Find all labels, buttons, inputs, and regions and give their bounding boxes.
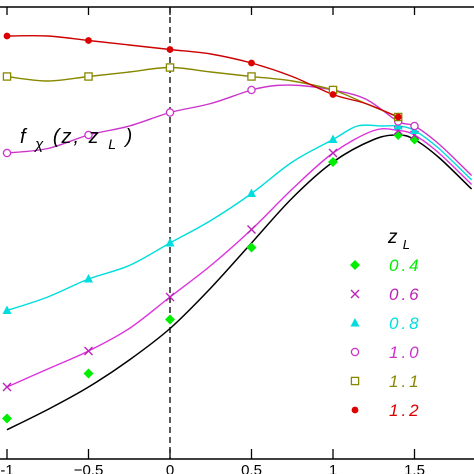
data-point-1-2 — [3, 32, 11, 40]
annotation-f: f — [20, 126, 28, 148]
x-tick-label: -1 — [0, 462, 13, 474]
curves — [6, 34, 473, 431]
annotation-args-close: ) — [124, 126, 135, 148]
annotation-sub: χ — [33, 136, 45, 153]
data-point-1-1 — [2, 72, 12, 81]
data-point-0-4 — [246, 242, 257, 253]
legend-marker-1-0 — [350, 347, 360, 357]
function-annotation: f χ (z, z L ) — [20, 126, 134, 154]
curve-series-1-2 — [6, 34, 399, 118]
data-point-0-8 — [165, 238, 175, 247]
legend-label-1-0: 1.0 — [389, 343, 422, 362]
data-point-0-4 — [2, 413, 12, 424]
x-tick-label: 0 — [166, 462, 174, 474]
data-point-1-1 — [165, 63, 175, 72]
data-point-0-4 — [165, 314, 175, 325]
legend-marker-0-6 — [350, 289, 360, 299]
data-point-1-0 — [410, 121, 419, 131]
legend-title-sub: L — [403, 237, 410, 252]
data-point-1-1 — [247, 72, 256, 81]
curve-series-1-0 — [6, 84, 473, 177]
data-point-0-8 — [247, 188, 256, 197]
data-point-0-4 — [83, 368, 94, 379]
legend-marker-1-1 — [350, 376, 360, 386]
data-point-1-0 — [84, 130, 93, 140]
data-point-1-0 — [247, 85, 256, 95]
data-point-0-6 — [84, 346, 93, 356]
data-point-0-4 — [328, 157, 338, 167]
legend-label-0-4: 0.4 — [389, 256, 422, 275]
legend: 0.4 0.6 0.8 1.0 1.1 1.2 — [350, 256, 422, 420]
data-point-1-2 — [394, 113, 402, 121]
legend-marker-0-8 — [350, 318, 360, 327]
data-point-1-2 — [248, 59, 255, 67]
annotation-args-open: (z, z — [53, 126, 101, 148]
data-point-1-2 — [329, 91, 337, 98]
x-ticks: -1 −0.5 0 0.5 1 1.5 — [0, 7, 425, 474]
legend-marker-1-2 — [351, 406, 359, 414]
data-point-1-0 — [2, 148, 12, 158]
data-point-1-0 — [165, 108, 175, 117]
legend-label-1-2: 1.2 — [389, 401, 422, 420]
data-point-0-6 — [328, 148, 338, 158]
legend-label-0-8: 0.8 — [389, 314, 422, 333]
legend-title: z L — [387, 227, 410, 252]
data-point-0-8 — [2, 305, 12, 314]
curve-series-0-8 — [6, 124, 473, 312]
legend-label-1-1: 1.1 — [389, 372, 422, 391]
x-tick-label: 0.5 — [241, 462, 262, 474]
legend-label-0-6: 0.6 — [389, 285, 422, 304]
legend-title-main: z — [387, 227, 398, 248]
legend-marker-0-4 — [350, 260, 360, 270]
x-tick-label: 1 — [329, 462, 337, 474]
data-point-0-4 — [409, 134, 420, 145]
x-tick-label: −0.5 — [74, 462, 104, 474]
data-markers — [2, 32, 420, 424]
data-point-0-8 — [328, 134, 338, 143]
x-tick-label: 1.5 — [404, 462, 425, 474]
data-point-1-2 — [166, 46, 174, 53]
data-point-0-6 — [165, 292, 175, 302]
data-point-1-1 — [84, 72, 93, 81]
data-point-1-2 — [85, 37, 92, 44]
data-point-0-6 — [2, 382, 12, 392]
data-point-0-6 — [247, 225, 256, 234]
plot-frame — [0, 6, 474, 460]
annotation-args-sub: L — [108, 136, 118, 152]
curve-series-1-1 — [6, 66, 399, 118]
data-point-0-8 — [84, 274, 93, 283]
